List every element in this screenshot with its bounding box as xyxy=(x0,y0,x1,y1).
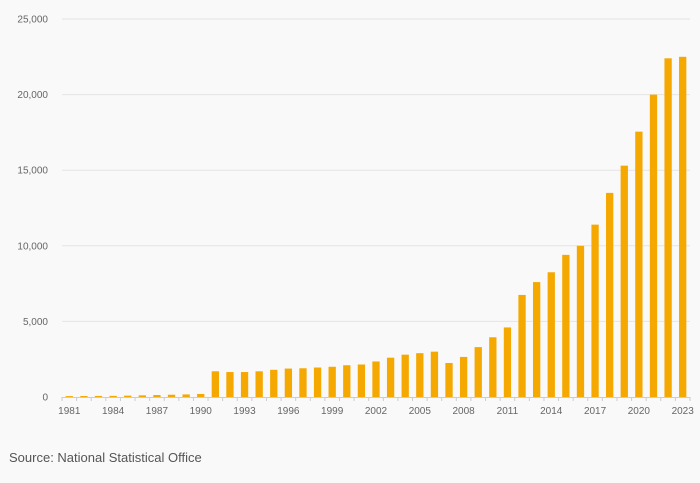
bar-1999 xyxy=(328,366,336,397)
x-tick-label: 1999 xyxy=(321,406,344,417)
bar-1987 xyxy=(153,395,161,397)
x-tick-label: 2008 xyxy=(453,406,476,417)
y-axis: 0 5,000 10,000 15,000 20,000 25,000 xyxy=(17,15,48,404)
x-tick-label: 2014 xyxy=(540,406,563,417)
chart: 1981 1984 1987 1990 1993 1996 1999 2002 2005 2008… xyxy=(17,15,694,418)
bar-1985 xyxy=(124,395,132,397)
gridlines xyxy=(62,18,690,322)
x-tick-label: 1996 xyxy=(277,406,300,417)
bar-1994 xyxy=(255,371,263,397)
bar-1993 xyxy=(240,372,249,397)
bar-1982 xyxy=(80,396,88,397)
bar-2006 xyxy=(430,351,439,397)
bar-2001 xyxy=(357,364,366,397)
bar-1991 xyxy=(211,371,219,397)
bar-2003 xyxy=(386,357,395,397)
x-tick-label: 2023 xyxy=(672,406,695,417)
bar-1998 xyxy=(313,367,322,397)
bar-2007 xyxy=(445,362,453,397)
bar-2013 xyxy=(533,282,541,397)
bar-2019 xyxy=(620,165,628,397)
bar-1984 xyxy=(109,395,117,397)
y-tick-label: 0 xyxy=(42,393,48,404)
bar-2023 xyxy=(679,56,687,398)
bar-2005 xyxy=(416,353,424,397)
bar-1997 xyxy=(299,368,307,397)
source-note: Source: National Statistical Office xyxy=(9,450,202,465)
bar-2016 xyxy=(576,245,585,397)
x-tick-label: 1990 xyxy=(190,406,213,417)
bar-1990 xyxy=(197,393,205,397)
bars xyxy=(65,56,687,398)
bar-1989 xyxy=(182,394,190,397)
y-tick-label: 25,000 xyxy=(17,15,48,26)
bar-2015 xyxy=(562,254,570,397)
x-axis: 1981 1984 1987 1990 1993 1996 1999 2002 2005 2008… xyxy=(58,397,694,417)
bar-2009 xyxy=(474,347,482,397)
x-tick-label: 1981 xyxy=(58,406,81,417)
x-tick-label: 2020 xyxy=(628,406,651,417)
bar-chart: 1981 1984 1987 1990 1993 1996 1999 2002 2005 2008… xyxy=(17,15,694,418)
bar-2004 xyxy=(401,354,409,397)
bar-2012 xyxy=(518,294,526,397)
bar-2018 xyxy=(606,192,614,397)
bar-2008 xyxy=(459,356,468,397)
bar-1996 xyxy=(284,368,293,397)
bar-2014 xyxy=(547,272,555,397)
y-tick-label: 20,000 xyxy=(17,90,48,101)
x-tick-label: 2002 xyxy=(365,406,388,417)
bar-2022 xyxy=(664,58,672,397)
y-tick-label: 15,000 xyxy=(17,166,48,177)
bar-2020 xyxy=(635,131,643,398)
x-tick-label: 1987 xyxy=(146,406,169,417)
bar-2000 xyxy=(343,365,351,397)
bar-1983 xyxy=(94,395,103,397)
bar-1986 xyxy=(138,395,146,397)
bar-1992 xyxy=(226,372,234,397)
x-tick-label: 2005 xyxy=(409,406,432,417)
bar-1981 xyxy=(65,396,73,397)
bar-2011 xyxy=(503,327,512,397)
x-tick-label: 1984 xyxy=(102,406,125,417)
bar-2021 xyxy=(649,94,658,397)
y-tick-label: 5,000 xyxy=(23,317,48,328)
bar-2017 xyxy=(591,224,599,397)
bar-2010 xyxy=(489,337,497,397)
x-tick-label: 1993 xyxy=(233,406,256,417)
bar-2002 xyxy=(372,361,380,397)
bar-1988 xyxy=(167,394,176,397)
x-tick-label: 2011 xyxy=(497,406,519,417)
y-tick-label: 10,000 xyxy=(17,241,48,252)
x-tick-label: 2017 xyxy=(584,406,607,417)
bar-1995 xyxy=(270,369,278,397)
